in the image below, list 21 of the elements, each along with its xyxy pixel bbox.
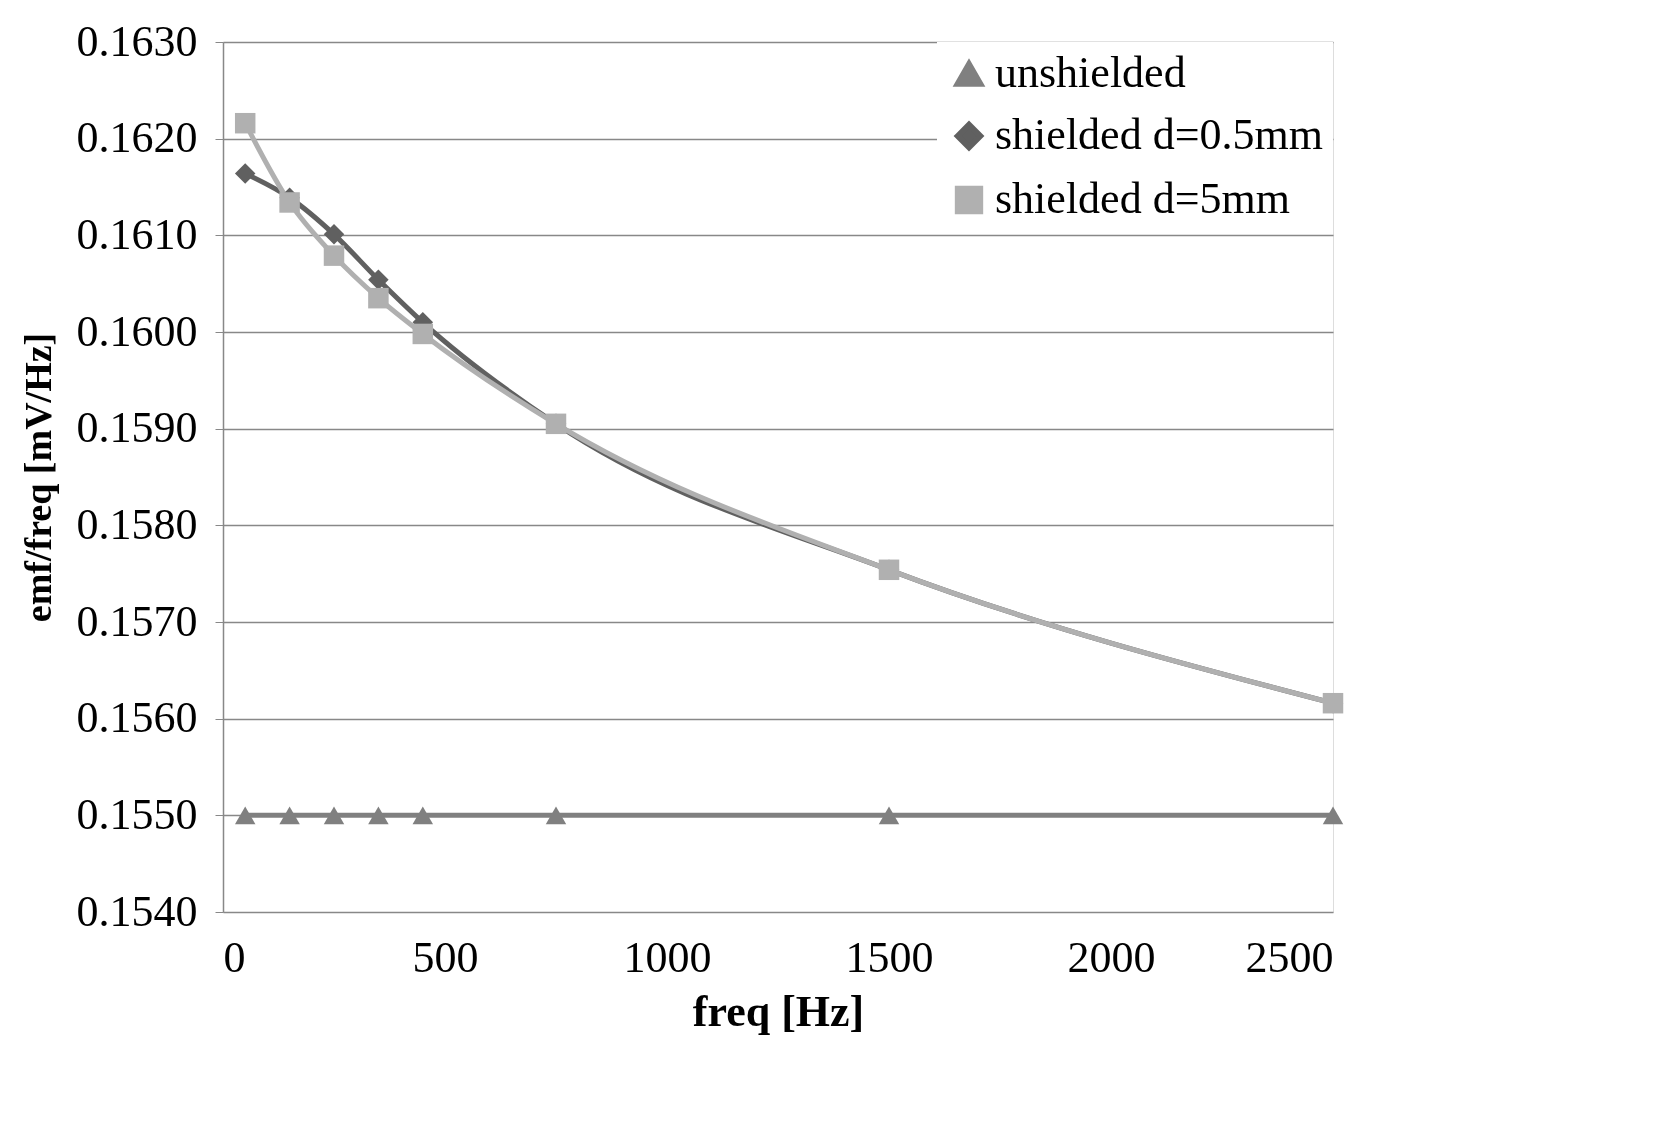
x-tick-label: 1500 bbox=[845, 932, 934, 982]
x-tick-label: 2000 bbox=[1067, 932, 1156, 982]
y-tick-label: 0.1600 bbox=[76, 306, 198, 356]
y-axis-title: emf/freq [mV/Hz] bbox=[16, 332, 59, 623]
legend-label: shielded d=5mm bbox=[995, 174, 1290, 223]
legend-label: unshielded bbox=[995, 48, 1186, 97]
x-tick-label: 1000 bbox=[623, 932, 712, 982]
x-tick-label: 0 bbox=[223, 932, 246, 982]
y-tick-label: 0.1620 bbox=[76, 113, 198, 163]
x-axis-title: freq [Hz] bbox=[692, 986, 865, 1036]
y-tick-label: 0.1630 bbox=[76, 16, 198, 66]
y-tick-label: 0.1590 bbox=[76, 403, 198, 453]
x-tick-label: 2500 bbox=[1245, 932, 1334, 982]
y-tick-label: 0.1570 bbox=[76, 596, 198, 646]
y-tick-label: 0.1550 bbox=[76, 789, 198, 839]
y-tick-label: 0.1580 bbox=[76, 499, 198, 549]
y-tick-label: 0.1540 bbox=[76, 886, 198, 936]
x-tick-label: 500 bbox=[412, 932, 479, 982]
y-tick-label: 0.1610 bbox=[76, 209, 198, 259]
legend-label: shielded d=0.5mm bbox=[995, 110, 1323, 159]
y-tick-label: 0.1560 bbox=[76, 693, 198, 743]
